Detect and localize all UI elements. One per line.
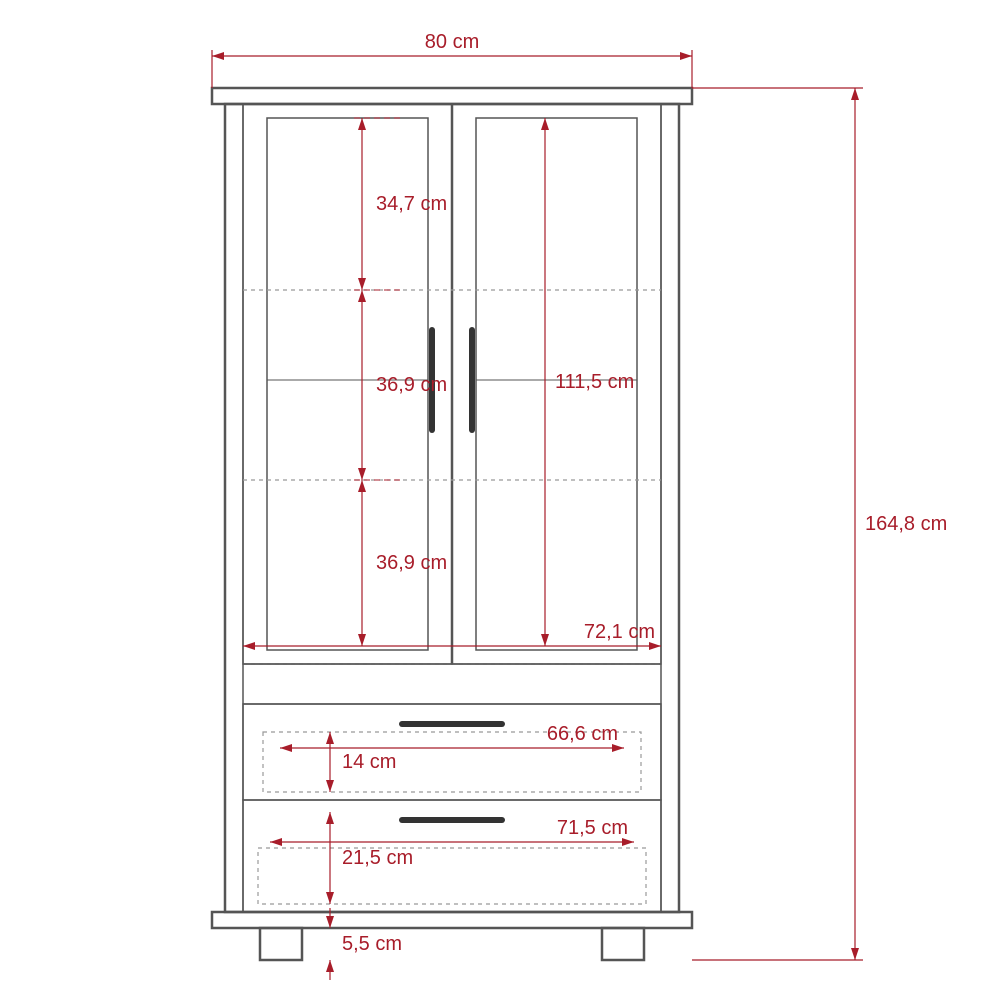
svg-text:14 cm: 14 cm xyxy=(342,751,396,773)
svg-text:21,5 cm: 21,5 cm xyxy=(342,847,413,869)
svg-text:72,1 cm: 72,1 cm xyxy=(584,621,655,643)
dimension-drawing: 80 cm 164,8 cm 34,7 cm 36,9 cm 36,9 cm 111,5 … xyxy=(0,0,1000,1000)
svg-text:5,5 cm: 5,5 cm xyxy=(342,933,402,955)
svg-text:164,8 cm: 164,8 cm xyxy=(865,513,947,535)
svg-text:80 cm: 80 cm xyxy=(425,31,479,53)
svg-text:36,9 cm: 36,9 cm xyxy=(376,374,447,396)
svg-text:66,6 cm: 66,6 cm xyxy=(547,723,618,745)
svg-text:36,9 cm: 36,9 cm xyxy=(376,552,447,574)
svg-text:111,5 cm: 111,5 cm xyxy=(555,371,634,393)
svg-text:71,5 cm: 71,5 cm xyxy=(557,817,628,839)
svg-text:34,7 cm: 34,7 cm xyxy=(376,193,447,215)
